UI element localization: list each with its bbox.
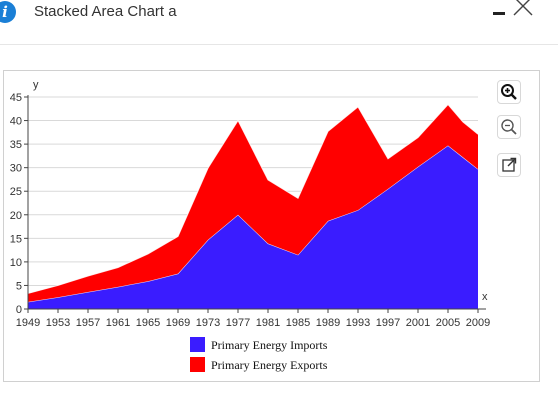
x-tick-label: 1989 <box>316 317 340 329</box>
x-tick-label: 1993 <box>346 317 370 329</box>
x-tick-label: 2005 <box>436 317 460 329</box>
y-tick-label: 0 <box>16 304 22 316</box>
y-tick-label: 10 <box>10 257 22 269</box>
external-link-icon <box>502 157 517 172</box>
title-bar: i Stacked Area Chart a <box>0 0 558 45</box>
zoom-out-button[interactable] <box>497 115 521 139</box>
y-tick-label: 40 <box>10 116 22 128</box>
legend-swatch <box>190 357 205 372</box>
minimize-icon[interactable] <box>493 12 505 15</box>
x-tick-label: 1981 <box>256 317 280 329</box>
info-icon: i <box>0 1 16 23</box>
x-tick-label: 2001 <box>406 317 430 329</box>
y-tick-label: 30 <box>10 163 22 175</box>
x-tick-label: 1997 <box>376 317 400 329</box>
area-series-1 <box>28 104 478 302</box>
popout-button[interactable] <box>497 153 521 177</box>
x-axis-label: x <box>482 291 488 303</box>
legend-label: Primary Energy Imports <box>211 338 328 352</box>
y-tick-label: 15 <box>10 233 22 245</box>
y-tick-label: 45 <box>10 92 22 104</box>
x-tick-label: 1961 <box>106 317 130 329</box>
series-line-1 <box>27 103 479 294</box>
y-tick-label: 35 <box>10 139 22 151</box>
x-tick-label: 1949 <box>16 317 40 329</box>
x-tick-label: 1985 <box>286 317 310 329</box>
zoom-in-button[interactable] <box>497 80 521 104</box>
x-tick-label: 1957 <box>76 317 100 329</box>
area-series-0 <box>28 145 478 309</box>
x-tick-label: 1953 <box>46 317 70 329</box>
x-tick-label: 1965 <box>136 317 160 329</box>
close-icon[interactable] <box>511 0 535 18</box>
zoom-in-icon <box>501 84 517 100</box>
legend-swatch <box>190 337 205 352</box>
y-tick-label: 5 <box>16 280 22 292</box>
y-axis-label: y <box>33 79 39 91</box>
x-tick-label: 1973 <box>196 317 220 329</box>
y-tick-label: 25 <box>10 186 22 198</box>
x-tick-label: 2009 <box>466 317 490 329</box>
x-tick-label: 1969 <box>166 317 190 329</box>
zoom-out-icon <box>501 119 517 135</box>
y-tick-label: 20 <box>10 210 22 222</box>
x-tick-label: 1977 <box>226 317 250 329</box>
legend-label: Primary Energy Exports <box>211 358 328 372</box>
window-title: Stacked Area Chart a <box>34 3 177 20</box>
